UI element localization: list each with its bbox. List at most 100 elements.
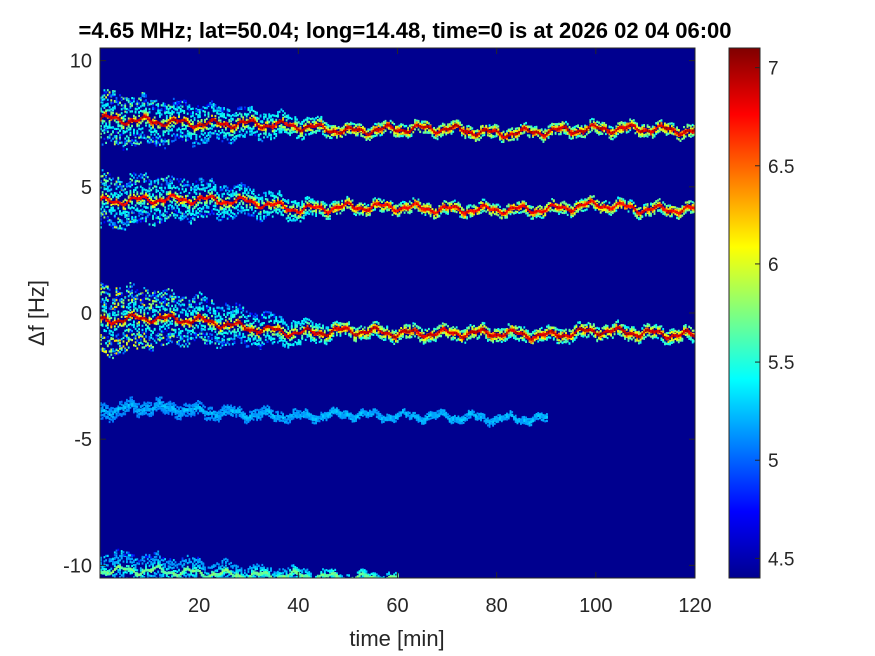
heat-cell xyxy=(252,193,255,196)
heat-cell xyxy=(179,135,182,138)
heat-cell xyxy=(143,219,146,222)
heat-cell xyxy=(528,134,531,137)
heat-cell xyxy=(316,202,319,205)
heat-cell xyxy=(329,215,331,218)
heat-cell xyxy=(263,116,265,119)
heat-cell xyxy=(457,119,460,122)
heat-cell xyxy=(167,207,170,210)
heat-cell xyxy=(467,124,470,128)
heat-ridge xyxy=(278,119,281,123)
heat-cell xyxy=(100,108,102,112)
heat-cell xyxy=(554,132,557,135)
heat-cell xyxy=(360,202,363,205)
heat-ridge xyxy=(134,119,137,123)
heat-cell xyxy=(428,131,430,134)
heat-ridge xyxy=(421,125,424,129)
heat-cell xyxy=(365,138,368,141)
heat-ridge xyxy=(608,130,611,134)
heat-cell xyxy=(117,124,120,127)
heat-cell xyxy=(671,132,673,135)
heat-cell xyxy=(127,206,130,209)
heat-ridge xyxy=(225,122,227,126)
heat-cell xyxy=(691,123,694,127)
heat-ridge xyxy=(360,128,363,131)
heat-cell xyxy=(363,206,366,209)
heat-cell xyxy=(377,124,380,127)
heat-cell xyxy=(651,136,654,139)
heat-cell xyxy=(231,133,234,137)
heat-cell xyxy=(159,186,161,189)
heat-cell xyxy=(271,192,274,195)
heat-cell xyxy=(145,94,147,97)
heat-cell xyxy=(165,116,168,119)
heat-ridge xyxy=(105,196,108,200)
heat-cell xyxy=(370,127,373,130)
heat-cell xyxy=(598,131,600,134)
heat-cell xyxy=(360,123,363,126)
heat-cell xyxy=(198,192,201,195)
heat-cell xyxy=(145,191,147,194)
heat-cell xyxy=(127,138,130,141)
heat-cell xyxy=(523,128,526,131)
heat-cell xyxy=(115,141,118,144)
heat-cell xyxy=(271,127,274,130)
heat-ridge xyxy=(257,206,260,209)
heat-cell xyxy=(440,134,442,137)
heat-cell xyxy=(389,126,392,130)
heat-cell xyxy=(382,121,385,125)
heat-cell xyxy=(129,207,132,210)
heat-cell xyxy=(544,128,547,131)
heat-cell xyxy=(219,132,222,135)
heat-ridge xyxy=(249,199,252,203)
heat-cell xyxy=(205,134,208,137)
heat-ridge xyxy=(159,199,161,202)
heat-cell xyxy=(211,192,213,195)
heat-cell xyxy=(122,144,125,148)
heat-ridge xyxy=(270,203,273,206)
heat-cell xyxy=(139,136,142,139)
heat-cell xyxy=(403,125,406,128)
heat-cell xyxy=(303,137,305,140)
heat-ridge xyxy=(322,124,325,128)
heat-cell xyxy=(329,205,331,208)
heat-cell xyxy=(278,193,281,197)
heat-cell xyxy=(579,127,581,130)
heat-cell xyxy=(226,210,229,213)
heat-cell xyxy=(105,184,107,187)
heat-cell xyxy=(101,206,104,209)
heat-cell xyxy=(601,129,604,132)
heat-cell xyxy=(129,189,132,192)
heat-cell xyxy=(488,124,491,127)
heat-cell xyxy=(280,125,283,128)
heat-cell xyxy=(310,207,312,210)
heat-cell xyxy=(278,130,281,134)
heat-ridge xyxy=(344,202,347,205)
heat-cell xyxy=(138,136,140,139)
heat-cell xyxy=(110,108,113,111)
heat-cell xyxy=(165,108,168,111)
heat-ridge xyxy=(596,126,599,129)
heat-cell xyxy=(284,112,286,115)
heat-cell xyxy=(315,121,317,124)
heat-ridge xyxy=(584,129,587,133)
heat-cell xyxy=(674,132,677,136)
heat-cell xyxy=(379,125,382,128)
heat-cell xyxy=(181,138,184,141)
heat-ridge xyxy=(240,196,243,199)
heat-cell xyxy=(100,132,102,135)
heat-cell xyxy=(127,140,130,143)
heat-cell xyxy=(414,121,416,124)
heat-cell xyxy=(103,210,106,213)
heat-cell xyxy=(535,125,538,128)
heat-cell xyxy=(202,215,205,219)
heat-cell xyxy=(516,137,519,140)
heat-cell xyxy=(108,136,111,139)
heat-cell xyxy=(348,199,350,202)
heat-cell xyxy=(237,124,239,127)
heat-ridge xyxy=(178,198,181,201)
heat-cell xyxy=(103,188,106,191)
heat-cell xyxy=(622,123,625,126)
heat-cell xyxy=(183,100,186,103)
heat-ridge xyxy=(405,206,408,210)
heat-cell xyxy=(162,142,165,145)
